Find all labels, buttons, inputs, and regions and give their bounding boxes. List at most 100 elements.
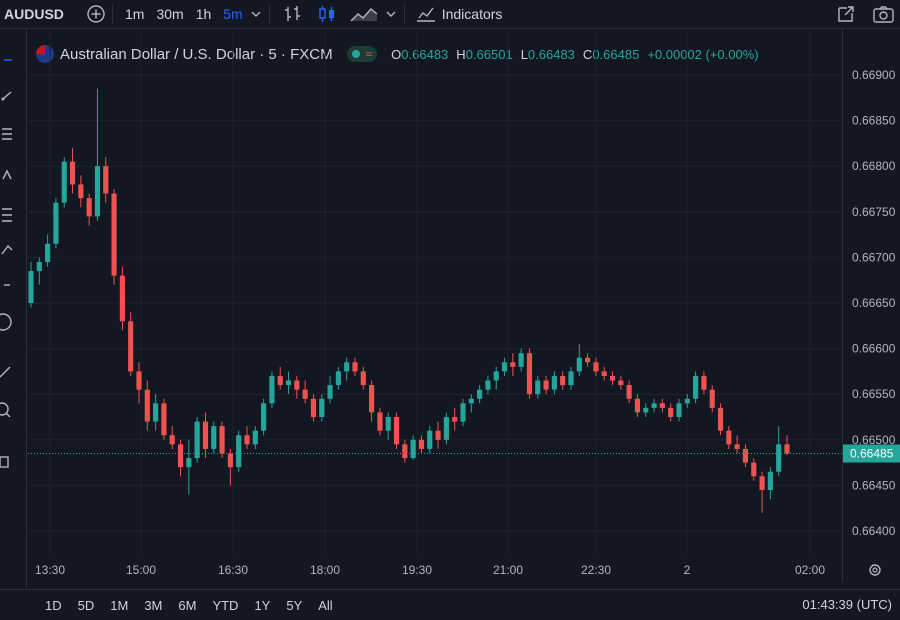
symbol-search[interactable]: AUDUSD: [0, 0, 82, 28]
camera-button[interactable]: [872, 0, 896, 28]
zoom-tool-icon[interactable]: [0, 402, 11, 418]
candle: [144, 380, 150, 431]
low-readout: L0.66483: [520, 46, 575, 62]
candle: [759, 471, 765, 513]
candle: [452, 407, 458, 431]
candle: [128, 312, 134, 376]
x-tick-label: 22:30: [581, 563, 611, 577]
close-readout: C0.66485: [582, 46, 640, 62]
candle: [784, 435, 790, 456]
candle: [501, 357, 508, 376]
candle: [751, 458, 757, 481]
range-all[interactable]: All: [318, 597, 333, 613]
trend-line-icon[interactable]: [1, 91, 12, 101]
market-status-badge[interactable]: ≈: [346, 46, 378, 62]
candle: [659, 398, 665, 413]
candle-body: [177, 444, 184, 468]
bar-style-button[interactable]: [282, 0, 304, 28]
utc-clock[interactable]: 01:43:39 (UTC): [802, 597, 892, 612]
candle-body: [61, 161, 67, 203]
settings-gear-button[interactable]: [869, 564, 881, 576]
candle-body: [310, 398, 317, 417]
y-tick-label: 0.66450: [852, 478, 896, 492]
timeframe-5m[interactable]: 5m: [223, 6, 243, 22]
candle-body: [742, 448, 749, 463]
candlestick-chart[interactable]: 0.66900 0.66850 0.66800 0.66750 0.66700 0.666…: [0, 0, 900, 589]
range-ytd[interactable]: YTD: [212, 597, 239, 613]
indicators-button[interactable]: Indicators: [415, 0, 503, 28]
ohlc-values: O0.66483 H0.66501 L0.66483 C0.66485 +0.0…: [391, 47, 758, 62]
range-6m[interactable]: 6M: [178, 597, 197, 613]
candle: [593, 357, 599, 376]
candle-body: [759, 476, 765, 490]
timeframe-30m[interactable]: 30m: [156, 6, 184, 22]
candle-body: [526, 353, 533, 395]
timeframe-dropdown-button[interactable]: [249, 0, 263, 28]
candle-body: [460, 403, 466, 422]
timeframe-1m[interactable]: 1m: [125, 6, 145, 22]
candle: [776, 426, 782, 477]
candle: [211, 421, 217, 454]
snapshot-button[interactable]: [835, 0, 857, 28]
candle-body: [186, 458, 192, 468]
candle: [526, 348, 533, 399]
pattern-tool-icon[interactable]: [2, 169, 12, 180]
candle-body: [767, 471, 773, 490]
candle: [485, 375, 491, 395]
candle: [568, 366, 574, 390]
x-tick-label: 2: [684, 563, 691, 577]
candle: [244, 426, 250, 449]
candle-body: [560, 375, 566, 386]
candle-body: [119, 275, 125, 322]
candle: [609, 371, 616, 386]
range-1d[interactable]: 1D: [45, 597, 62, 613]
candle: [327, 375, 333, 404]
candle-body: [94, 166, 101, 217]
emoji-tool-icon[interactable]: [0, 313, 12, 331]
toolbar-divider: [112, 4, 113, 24]
lock-tool-icon[interactable]: [0, 456, 9, 468]
y-tick-label: 0.66550: [852, 387, 896, 401]
measure-tool-icon[interactable]: [0, 366, 11, 378]
candle: [576, 344, 582, 376]
indicators-label: Indicators: [441, 6, 503, 22]
candle: [219, 421, 225, 459]
candle-body: [418, 439, 425, 449]
candle-body: [751, 462, 757, 477]
candle-body: [717, 407, 724, 431]
add-symbol-button[interactable]: [86, 0, 106, 28]
candle-body: [103, 166, 109, 194]
last-price-label: 0.66485: [850, 446, 894, 460]
area-style-button[interactable]: [350, 0, 378, 28]
toolbar-divider: [403, 4, 405, 24]
candle: [269, 371, 275, 408]
range-1m[interactable]: 1M: [110, 597, 129, 613]
y-tick-label: 0.66500: [852, 433, 896, 447]
last-price-tag: [843, 444, 900, 463]
range-1y[interactable]: 1Y: [254, 597, 271, 613]
candles-style-button[interactable]: [316, 0, 338, 28]
candle: [277, 366, 283, 390]
x-tick-label: 15:00: [126, 563, 156, 577]
candle-body: [319, 398, 325, 417]
y-tick-label: 0.66650: [852, 296, 896, 310]
brush-tool-icon[interactable]: [1, 244, 13, 255]
chart-type-dropdown-button[interactable]: [384, 0, 398, 28]
wave-icon: ≈: [365, 47, 373, 61]
range-3m[interactable]: 3M: [144, 597, 163, 613]
candle-body: [734, 444, 740, 449]
range-5y[interactable]: 5Y: [286, 597, 303, 613]
time-axis-labels: 13:30 15:00 16:30 18:00 19:30 21:00 22:30 2 02:0…: [35, 563, 825, 577]
x-tick-label: 16:30: [218, 563, 248, 577]
timeframe-1h[interactable]: 1h: [195, 6, 212, 22]
chart-grid: [28, 29, 842, 555]
candle: [477, 385, 483, 404]
candle: [285, 371, 292, 395]
range-5d[interactable]: 5D: [77, 597, 95, 613]
candle: [734, 435, 740, 454]
projection-tool-icon[interactable]: [2, 208, 12, 222]
candle-body: [684, 398, 690, 404]
y-tick-label: 0.66800: [852, 159, 896, 173]
fib-tool-icon[interactable]: [2, 128, 12, 140]
price-axis[interactable]: [842, 29, 900, 582]
